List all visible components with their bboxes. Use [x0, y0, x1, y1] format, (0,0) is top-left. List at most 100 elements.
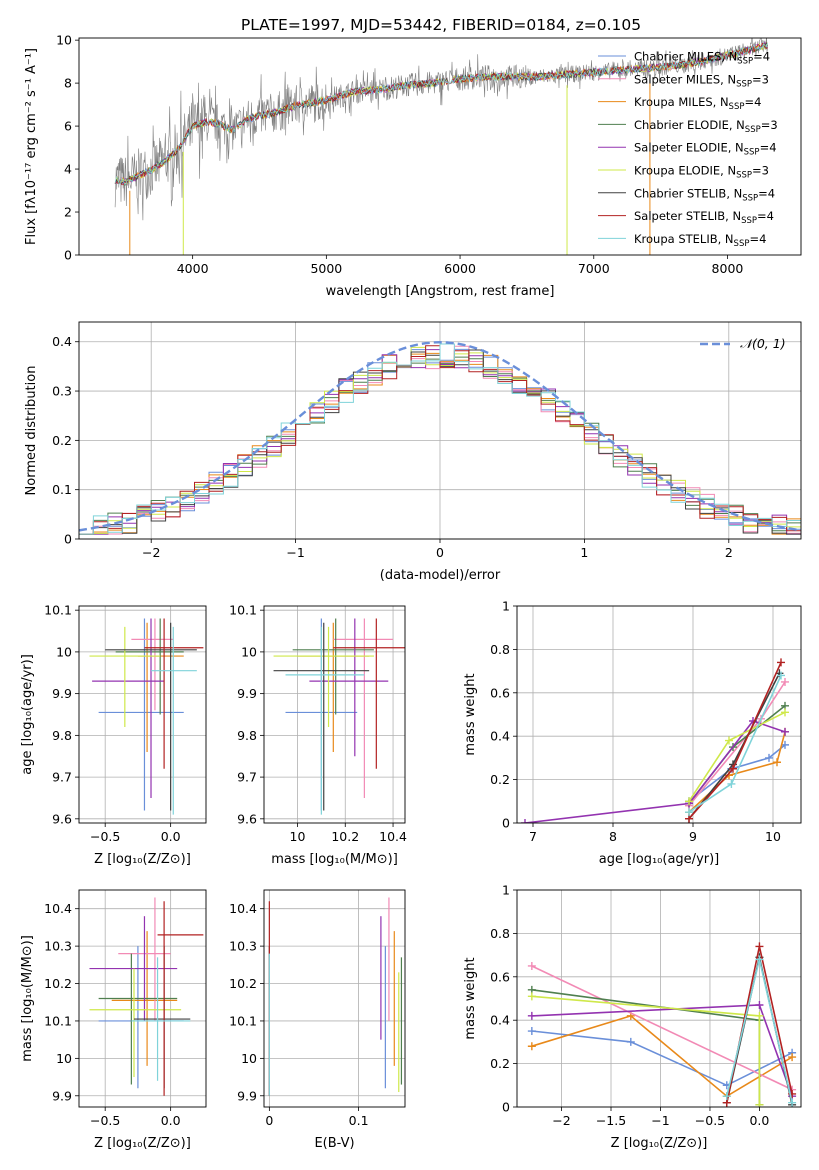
- mass-weight-marker: [755, 1100, 764, 1107]
- mass-weight-marker: [521, 819, 529, 823]
- errorbar-point: [292, 618, 374, 715]
- y-tick-label: 10.2: [229, 976, 257, 991]
- y-tick-label: 10.1: [44, 603, 72, 618]
- legend-entry: Chabrier MILES, NSSP=4: [634, 50, 770, 67]
- age_vs_mass-x-label: mass [log₁₀(M/M⊙)]: [271, 852, 398, 867]
- mass-weight-marker: [777, 671, 785, 680]
- legend-entry: Salpeter STELIB, NSSP=4: [634, 209, 774, 226]
- legend-entry: Kroupa MILES, NSSP=4: [634, 95, 761, 112]
- y-tick-label: 9.6: [52, 811, 72, 826]
- mass-weight-marker: [685, 797, 693, 806]
- model-fit-line: [114, 41, 768, 185]
- spectrum-legend: Chabrier MILES, NSSP=4 Salpeter MILES, NS…: [598, 50, 778, 249]
- y-tick-label: 0.2: [490, 1056, 510, 1071]
- x-tick-label: −0.5: [90, 1113, 120, 1128]
- y-tick-label: 10: [241, 1051, 257, 1066]
- x-tick-label: 9: [689, 829, 697, 844]
- mass-weight-marker: [727, 779, 736, 788]
- y-tick-label: 0.6: [490, 685, 510, 700]
- x-tick-label: −1: [651, 1113, 669, 1128]
- y-tick-label: 10: [56, 1051, 72, 1066]
- x-tick-label: 0.0: [161, 829, 181, 844]
- x-tick-label: 10.2: [331, 829, 359, 844]
- mass-weight-marker: [781, 727, 789, 736]
- mass-weight-marker: [527, 961, 536, 970]
- mw_vs_age-x-label: age [log₁₀(age/yr)]: [599, 852, 720, 867]
- x-tick-label: 0: [436, 545, 444, 560]
- mass-weight-marker: [765, 753, 773, 762]
- mass-weight-marker: [773, 758, 781, 767]
- x-tick-label: 1: [580, 545, 588, 560]
- y-tick-label: 9.9: [237, 686, 257, 701]
- errorbar-point: [89, 968, 182, 1078]
- x-tick-label: 7: [529, 829, 537, 844]
- mass-weight-marker: [755, 1001, 764, 1010]
- y-tick-label: 1: [502, 599, 510, 614]
- y-tick-label: 2: [64, 205, 72, 220]
- y-tick-label: 10: [241, 644, 257, 659]
- axes-frame: [78, 605, 207, 824]
- x-tick-label: 0.0: [749, 1113, 769, 1128]
- y-tick-label: 10.2: [44, 976, 72, 991]
- mass-weight-marker: [527, 1042, 536, 1051]
- errorbar-point: [92, 618, 165, 798]
- x-tick-label: −0.5: [695, 1113, 725, 1128]
- mass-weight-line: [531, 1030, 793, 1087]
- y-tick-label: 10.4: [44, 901, 72, 916]
- errorbar-point: [297, 622, 370, 753]
- x-tick-label: −1: [286, 545, 304, 560]
- mass-weight-line: [531, 995, 761, 1105]
- y-tick-label: 9.8: [237, 728, 257, 743]
- y-tick-label: 4: [64, 162, 72, 177]
- x-tick-label: 10: [765, 829, 781, 844]
- x-tick-label: 6000: [444, 261, 476, 276]
- y-tick-label: 0: [64, 248, 72, 263]
- y-tick-label: 0.2: [490, 772, 510, 787]
- model-fit-line: [114, 42, 768, 186]
- legend-entry: Kroupa ELODIE, NSSP=3: [634, 164, 769, 181]
- x-tick-label: 4000: [177, 261, 209, 276]
- y-tick-label: 10.1: [229, 1013, 257, 1028]
- x-tick-label: 10: [290, 829, 306, 844]
- y-tick-label: 9.6: [237, 811, 257, 826]
- legend-entry: Kroupa STELIB, NSSP=4: [634, 232, 766, 249]
- y-tick-label: 9.9: [52, 1088, 72, 1103]
- y-tick-label: 10.1: [44, 1013, 72, 1028]
- mass_vs_ebv-x-label: E(B-V): [314, 1136, 354, 1151]
- mass-weight-marker: [527, 992, 536, 1001]
- errorbar-point: [131, 957, 191, 1081]
- residual-histogram: [79, 345, 801, 535]
- residuals-panel: −2 −1 0 1 2 0 0.1 0.2 0.3 0.4 (data-model)/error No…: [24, 321, 802, 583]
- axes-frame: [78, 889, 207, 1108]
- x-tick-label: 0: [265, 1113, 273, 1128]
- mass-weight-line: [531, 965, 793, 1091]
- y-tick-label: 0.6: [490, 969, 510, 984]
- x-tick-label: −2: [142, 545, 160, 560]
- y-tick-label: 0.1: [52, 482, 72, 497]
- age_vs_z-panel: −0.5 0.0 9.6 9.7 9.8 9.9 10 10.1 Z [log₁₀(Z/Z⊙)]…: [20, 603, 207, 867]
- x-tick-label: 0.1: [349, 1113, 369, 1128]
- x-tick-label: 8000: [712, 261, 744, 276]
- y-tick-label: 0.3: [52, 384, 72, 399]
- axes-frame: [78, 321, 802, 540]
- age_vs_z-x-label: Z [log₁₀(Z/Z⊙)]: [94, 852, 191, 867]
- x-tick-label: 2: [725, 545, 733, 560]
- spectrum-panel: 4000 5000 6000 7000 8000 0 2 4 6 8 10 wavelength [A…: [24, 33, 802, 299]
- figure-title: PLATE=1997, MJD=53442, FIBERID=0184, z=0…: [241, 16, 641, 34]
- errorbar-point: [333, 618, 405, 769]
- legend-entry: Salpeter MILES, NSSP=3: [634, 72, 769, 89]
- legend-entry: Chabrier ELODIE, NSSP=3: [634, 118, 778, 135]
- errorbar-point: [309, 618, 389, 757]
- x-tick-label: 8: [609, 829, 617, 844]
- mass-weight-marker: [788, 1098, 797, 1107]
- mass-weight-marker: [685, 808, 693, 817]
- errorbar-point: [133, 946, 191, 1089]
- y-tick-label: 0.2: [52, 433, 72, 448]
- y-tick-label: 9.7: [237, 770, 257, 785]
- mass-weight-marker: [755, 955, 764, 964]
- x-tick-label: 0.0: [161, 1113, 181, 1128]
- errorbar-point: [333, 618, 394, 798]
- x-tick-label: 7000: [578, 261, 610, 276]
- mass-weight-marker: [527, 1027, 536, 1036]
- mass-weight-marker: [527, 1011, 536, 1020]
